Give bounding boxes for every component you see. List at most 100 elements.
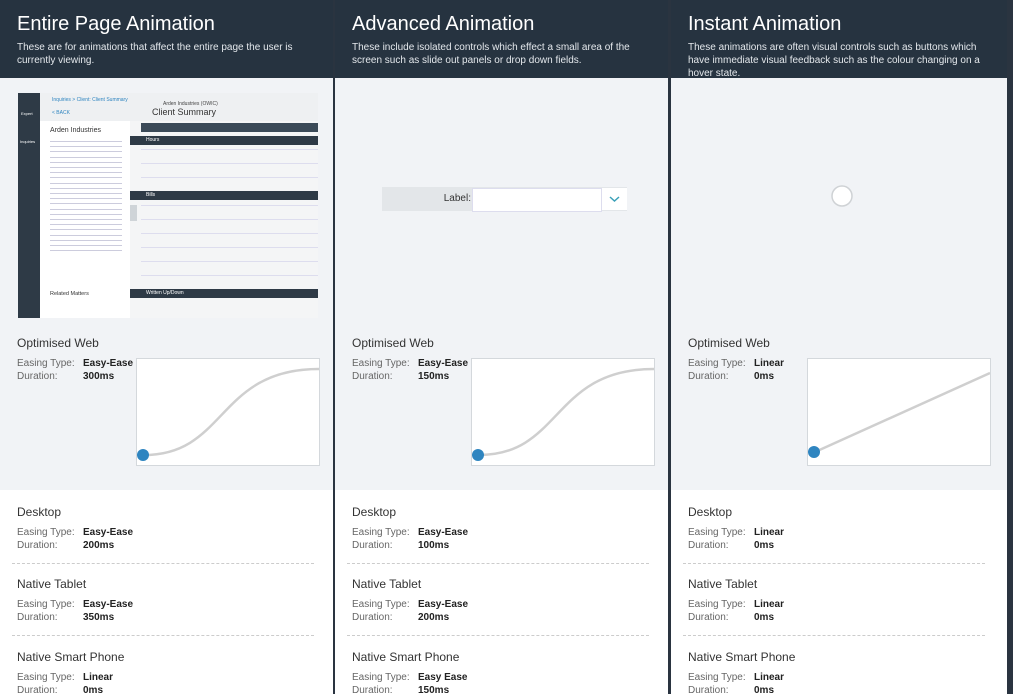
breadcrumb: Inquiries > Client: Client Summary — [52, 97, 128, 103]
preview-row — [50, 213, 122, 215]
preview-row — [50, 198, 122, 200]
preview-row — [50, 245, 122, 246]
duration-value: 100ms — [418, 540, 450, 551]
duration-label: Duration: — [352, 685, 393, 694]
duration-label: Duration: — [688, 612, 729, 623]
preview-row — [50, 146, 122, 148]
easing-value: Easy-Ease — [83, 527, 134, 538]
divider — [12, 563, 314, 564]
divider — [683, 563, 985, 564]
platform-name: Native Tablet — [688, 577, 758, 591]
curve-line — [814, 371, 990, 454]
collapse-tab — [130, 205, 137, 221]
column-title: Advanced Animation — [352, 13, 535, 35]
easing-value: Easy Ease — [418, 672, 468, 683]
preview-row — [50, 229, 122, 231]
platform-list — [671, 490, 1007, 694]
easing-chart — [471, 358, 655, 466]
table-row — [141, 177, 318, 178]
platform-name: Native Tablet — [352, 577, 422, 591]
preview-row — [50, 224, 122, 226]
duration-value: 150ms — [418, 685, 450, 694]
platform-name: Optimised Web — [352, 336, 434, 350]
preview-row — [50, 193, 122, 194]
easing-label: Easing Type: — [688, 599, 746, 610]
dropdown-field: Label: — [382, 187, 627, 212]
preview-title: Client Summary — [152, 107, 217, 117]
chevron-path — [609, 196, 620, 203]
easing-value: Linear — [754, 358, 785, 369]
duration-value: 200ms — [83, 540, 115, 551]
table-row — [141, 219, 318, 220]
easing-label: Easing Type: — [352, 672, 410, 683]
column-header — [671, 0, 1007, 78]
easing-label: Easing Type: — [688, 672, 746, 683]
duration-value: 350ms — [83, 612, 115, 623]
preview-sidebar — [18, 93, 40, 318]
easing-curve — [137, 367, 319, 461]
easing-label: Easing Type: — [352, 599, 410, 610]
easing-chart — [136, 358, 320, 466]
duration-label: Duration: — [688, 371, 729, 382]
column: Instant Animation These animations are of… — [671, 0, 1007, 694]
easing-value: Easy-Ease — [418, 358, 469, 369]
easing-value: Linear — [754, 527, 785, 538]
easing-value: Linear — [83, 672, 114, 683]
preview-row — [50, 141, 122, 142]
easing-curve — [808, 371, 990, 458]
duration-value: 300ms — [83, 371, 115, 382]
easing-label: Easing Type: — [688, 527, 746, 538]
divider — [347, 563, 649, 564]
divider — [12, 635, 314, 636]
easing-value: Easy-Ease — [418, 599, 469, 610]
divider — [347, 635, 649, 636]
duration-label: Duration: — [17, 540, 58, 551]
section-name: Bills — [146, 192, 156, 198]
dropdown-button — [601, 188, 627, 210]
table-section: Written Up/Down — [130, 289, 318, 298]
easing-label: Easing Type: — [688, 358, 746, 369]
preview-row — [50, 161, 122, 163]
preview-row — [50, 219, 122, 220]
easing-value: Easy-Ease — [83, 358, 134, 369]
platform-name: Native Tablet — [17, 577, 87, 591]
table-head — [141, 123, 318, 132]
preview-topbar — [40, 93, 318, 121]
duration-label: Duration: — [352, 371, 393, 382]
preview-row — [50, 203, 122, 205]
preview-subtitle: Arden Industries (OWIC) — [163, 101, 218, 107]
spinner — [831, 185, 853, 207]
duration-value: 0ms — [83, 685, 104, 694]
easing-curve — [472, 367, 654, 461]
easing-label: Easing Type: — [352, 358, 410, 369]
preview-row — [50, 172, 122, 174]
platform-name: Desktop — [688, 505, 733, 519]
nav-item: Expert — [21, 111, 33, 116]
easing-label: Easing Type: — [17, 599, 75, 610]
spinner-ring — [831, 185, 853, 207]
curve-line — [143, 367, 319, 457]
nav-item: Inquiries — [20, 139, 36, 144]
preview-row — [50, 151, 122, 153]
easing-label: Easing Type: — [352, 527, 410, 538]
duration-label: Duration: — [17, 685, 58, 694]
column-header — [335, 0, 668, 78]
table-row — [141, 233, 318, 234]
table-row — [141, 149, 318, 150]
column-title: Entire Page Animation — [17, 13, 215, 35]
platform-name: Optimised Web — [17, 336, 99, 350]
platform-name: Optimised Web — [688, 336, 770, 350]
curve-start — [137, 449, 149, 461]
preview-row — [50, 239, 122, 241]
table-row — [141, 247, 318, 248]
table-row — [141, 163, 318, 164]
platform-name: Native Smart Phone — [17, 650, 125, 664]
easing-value: Linear — [754, 672, 785, 683]
field-input — [472, 188, 602, 212]
related-matters: Related Matters — [50, 291, 89, 297]
table-row — [141, 205, 318, 206]
duration-value: 0ms — [754, 371, 775, 382]
column-header — [0, 0, 333, 78]
curve-start — [808, 446, 820, 458]
